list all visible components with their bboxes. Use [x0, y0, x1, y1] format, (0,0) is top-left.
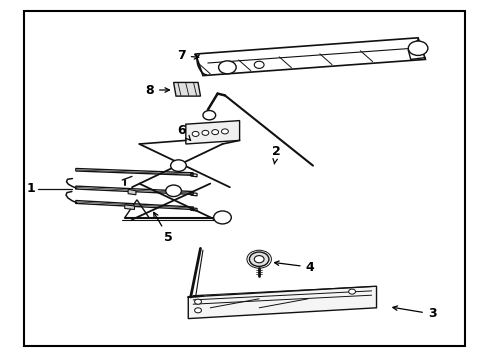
- Text: 5: 5: [153, 212, 173, 244]
- Text: 2: 2: [271, 145, 280, 164]
- Circle shape: [203, 111, 215, 120]
- Polygon shape: [124, 205, 134, 210]
- Circle shape: [407, 41, 427, 55]
- Circle shape: [254, 61, 264, 68]
- Circle shape: [202, 130, 208, 135]
- Polygon shape: [128, 189, 136, 195]
- Text: 1: 1: [26, 182, 35, 195]
- Circle shape: [194, 308, 201, 313]
- Text: 6: 6: [177, 124, 190, 140]
- Circle shape: [165, 185, 181, 197]
- Circle shape: [170, 160, 186, 171]
- Circle shape: [218, 61, 236, 74]
- Circle shape: [213, 211, 231, 224]
- Text: 4: 4: [274, 261, 314, 274]
- Polygon shape: [188, 286, 376, 319]
- Circle shape: [211, 130, 218, 135]
- Text: 3: 3: [392, 306, 436, 320]
- Polygon shape: [173, 82, 200, 96]
- Circle shape: [254, 256, 264, 263]
- Text: 7: 7: [177, 49, 198, 62]
- Circle shape: [348, 289, 355, 294]
- Circle shape: [192, 131, 199, 136]
- Circle shape: [221, 129, 228, 134]
- Circle shape: [194, 299, 201, 304]
- Circle shape: [249, 252, 268, 266]
- Text: 8: 8: [145, 84, 169, 96]
- Polygon shape: [185, 121, 239, 144]
